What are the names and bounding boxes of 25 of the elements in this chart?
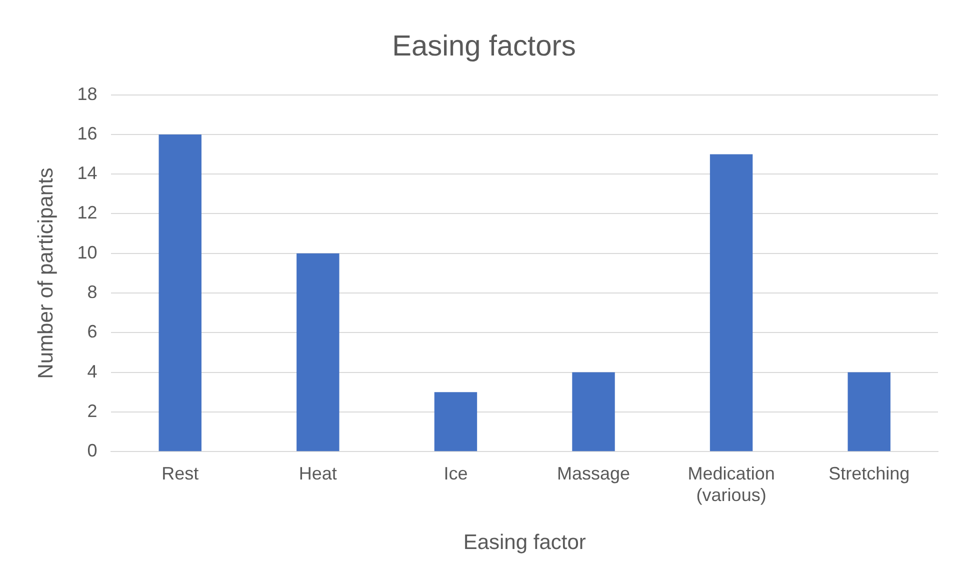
y-tick-label: 0: [87, 440, 98, 461]
x-axis-title: Easing factor: [463, 531, 586, 554]
y-tick-label: 18: [77, 84, 98, 104]
y-tick-label: 16: [77, 123, 98, 144]
bar: [848, 372, 890, 452]
bar: [572, 372, 615, 452]
y-tick-label: 2: [87, 400, 98, 421]
x-tick-label: Massage: [556, 463, 630, 484]
y-tick-label: 10: [77, 242, 98, 262]
bar: [296, 253, 340, 452]
y-tick-label: 14: [77, 163, 98, 184]
y-axis-title: Number of participants: [34, 168, 58, 379]
x-tick-label: Medication (various): [688, 463, 775, 505]
x-tick-label: Stretching: [828, 463, 910, 484]
bar: [710, 154, 753, 452]
x-tick-label: Rest: [162, 463, 199, 484]
chart-title: Easing factors: [392, 30, 576, 62]
y-tick-label: 4: [87, 361, 98, 382]
x-tick-label: Ice: [444, 463, 468, 484]
x-tick-label: Heat: [298, 463, 337, 484]
y-tick-label: 6: [87, 322, 98, 342]
bar: [434, 392, 478, 452]
bar: [158, 134, 202, 452]
y-tick-label: 12: [77, 202, 98, 223]
y-tick-label: 8: [87, 282, 98, 302]
